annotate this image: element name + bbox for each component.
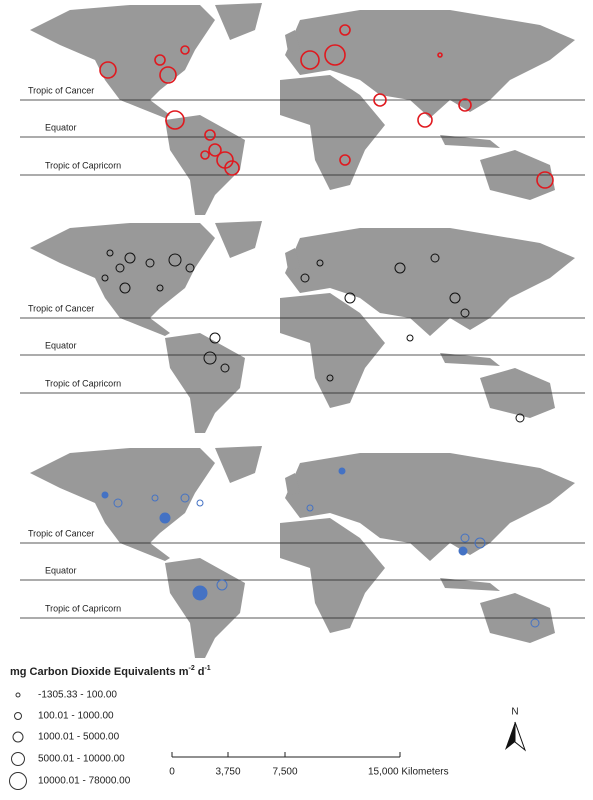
site-marker	[159, 66, 177, 84]
site-marker	[180, 493, 190, 503]
legend-unit: d	[198, 666, 205, 678]
latitude-label: Tropic of Cancer	[28, 303, 94, 313]
site-marker	[99, 61, 117, 79]
site-marker	[394, 262, 406, 274]
site-marker	[530, 618, 540, 628]
site-marker	[196, 499, 204, 507]
legend-symbol	[15, 692, 21, 698]
site-marker	[119, 282, 131, 294]
latitude-label: Tropic of Cancer	[28, 528, 94, 538]
site-marker	[460, 533, 470, 543]
site-marker	[437, 52, 443, 58]
site-marker	[458, 546, 468, 556]
site-marker	[339, 154, 351, 166]
legend-label: 10000.01 - 78000.00	[38, 776, 131, 787]
north-arrow-left	[505, 722, 515, 750]
site-marker	[417, 112, 433, 128]
site-marker	[180, 45, 190, 55]
site-marker	[192, 585, 208, 601]
legend-label: 100.01 - 1000.00	[38, 711, 114, 722]
site-marker	[449, 292, 461, 304]
legend-label: 5000.01 - 10000.00	[38, 754, 125, 765]
site-marker	[203, 351, 217, 365]
latitude-label: Equator	[45, 340, 77, 350]
site-marker	[316, 259, 324, 267]
north-arrow-right	[514, 721, 527, 752]
site-marker	[159, 512, 171, 524]
site-marker	[344, 292, 356, 304]
site-marker	[515, 413, 525, 423]
map-panel: Tropic of Cancer Equator Tropic of Caprico…	[20, 221, 585, 433]
site-marker	[185, 263, 195, 273]
latitude-label: Tropic of Cancer	[28, 85, 94, 95]
latitude-label: Tropic of Capricorn	[45, 378, 121, 388]
site-marker	[168, 253, 182, 267]
site-marker	[339, 24, 351, 36]
site-marker	[209, 332, 221, 344]
scale-label: 15,000 Kilometers	[368, 767, 449, 778]
site-marker	[300, 273, 310, 283]
legend-title-text: mg Carbon Dioxide Equivalents m	[10, 666, 189, 678]
world-map	[30, 221, 575, 433]
site-marker	[115, 263, 125, 273]
north-arrow: N	[505, 707, 527, 752]
latitude-label: Tropic of Capricorn	[45, 603, 121, 613]
site-marker	[165, 110, 185, 130]
map-panel: Tropic of Cancer Equator Tropic of Caprico…	[20, 3, 585, 215]
site-marker	[306, 504, 314, 512]
site-marker	[474, 537, 486, 549]
site-marker	[101, 274, 109, 282]
site-marker	[430, 253, 440, 263]
latitude-label: Tropic of Capricorn	[45, 160, 121, 170]
site-marker	[373, 93, 387, 107]
world-map	[30, 446, 575, 658]
legend-symbol	[12, 731, 24, 743]
site-marker	[216, 579, 228, 591]
world-map	[30, 3, 575, 215]
legend-symbol	[9, 772, 27, 790]
site-marker	[101, 491, 109, 499]
latitude-label: Equator	[45, 122, 77, 132]
site-marker	[224, 160, 240, 176]
site-marker	[106, 249, 114, 257]
site-marker	[460, 308, 470, 318]
site-marker	[113, 498, 123, 508]
site-marker	[220, 363, 230, 373]
site-marker	[145, 258, 155, 268]
legend-exponent: -1	[204, 665, 210, 672]
legend-symbol	[11, 752, 25, 766]
site-marker	[151, 494, 159, 502]
legend-label: -1305.33 - 100.00	[38, 690, 117, 701]
site-marker	[458, 98, 472, 112]
site-marker	[536, 171, 554, 189]
site-marker	[200, 150, 210, 160]
legend: mg Carbon Dioxide Equivalents m-2 d-1 -13…	[9, 665, 211, 790]
latitude-label: Equator	[45, 565, 77, 575]
site-marker	[154, 54, 166, 66]
site-marker	[300, 50, 320, 70]
site-marker	[406, 334, 414, 342]
site-marker	[338, 467, 346, 475]
site-marker	[326, 374, 334, 382]
site-marker	[156, 284, 164, 292]
scale-bar: 0 3,750 7,500 15,000 Kilometers	[169, 752, 449, 778]
scale-label: 3,750	[215, 767, 240, 778]
site-marker	[204, 129, 216, 141]
maps: Tropic of Cancer Equator Tropic of Caprico…	[20, 3, 585, 658]
scale-label: 0	[169, 767, 175, 778]
scale-label: 7,500	[272, 767, 297, 778]
legend-symbol	[14, 712, 22, 720]
legend-label: 1000.01 - 5000.00	[38, 732, 120, 743]
site-marker	[208, 143, 222, 157]
north-label: N	[511, 707, 518, 718]
legend-exponent: -2	[188, 665, 194, 672]
site-marker	[324, 44, 346, 66]
map-panel: Tropic of Cancer Equator Tropic of Caprico…	[20, 446, 585, 658]
legend-title: mg Carbon Dioxide Equivalents m-2 d-1	[10, 665, 211, 678]
site-marker	[124, 252, 136, 264]
